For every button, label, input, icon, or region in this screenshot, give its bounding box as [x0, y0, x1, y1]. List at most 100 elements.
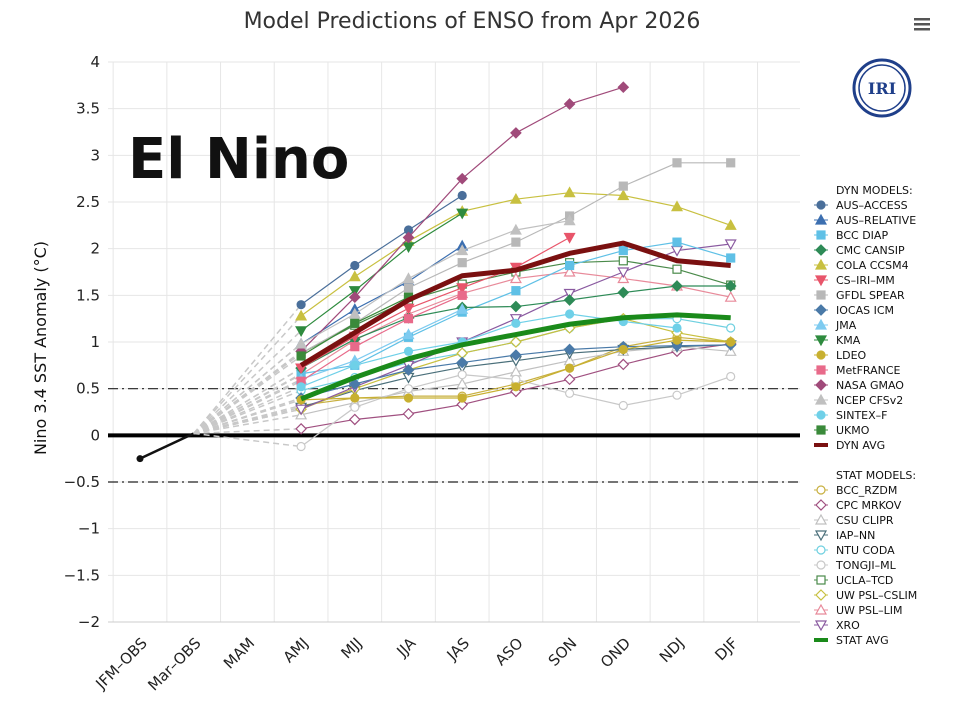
x-tick-label: DJF	[711, 634, 741, 664]
line-aus-relative	[300, 245, 463, 345]
legend-item-gfdl-spear[interactable]: GFDL SPEAR	[814, 289, 905, 302]
y-axis-ticks: 4 3.5 3 2.5 2 1.5 1 0.5 0 −0.5 −1 −1.5 −2	[64, 53, 100, 631]
point-ucla-tcd	[618, 256, 628, 266]
point-sintex-f	[564, 309, 575, 319]
legend-item-ntu-coda[interactable]: NTU CODA	[814, 544, 895, 557]
legend-swatch	[816, 560, 826, 570]
legend-swatch	[814, 258, 828, 270]
legend-label: TONGJI–ML	[835, 559, 897, 572]
point-nasa-gmao	[348, 291, 361, 304]
point-cola-ccsm4	[295, 309, 308, 321]
x-tick-label: JJA	[393, 634, 420, 661]
legend-label: STAT AVG	[836, 634, 889, 647]
connector-cs-iri-mm	[193, 367, 302, 435]
chart-menu-button[interactable]	[912, 14, 932, 34]
legend-item-jma[interactable]: JMA	[814, 318, 857, 332]
point-cmc-cansip	[724, 280, 737, 292]
legend-label: AUS–ACCESS	[836, 199, 908, 212]
legend-item-bcc-diap[interactable]: BCC DIAP	[814, 229, 888, 242]
legend-item-iocas-icm[interactable]: IOCAS ICM	[814, 304, 894, 317]
series-dyn-avg	[299, 240, 731, 368]
legend-swatch	[815, 379, 827, 391]
legend-item-metfrance[interactable]: MetFRANCE	[814, 364, 901, 377]
legend-item-aus-access[interactable]: AUS–ACCESS	[814, 199, 908, 212]
legend-item-bcc-rzdm[interactable]: BCC_RZDM	[814, 484, 897, 497]
legend-swatch	[814, 318, 828, 330]
legend-swatch	[816, 410, 826, 420]
point-cola-ccsm4	[348, 270, 361, 282]
point-cola-ccsm4	[670, 200, 684, 212]
legend-item-ukmo[interactable]: UKMO	[814, 424, 870, 437]
y-axis-label: Nino 3.4 SST Anomaly (°C)	[31, 241, 50, 455]
legend-item-ncep-cfsv2[interactable]: NCEP CFSv2	[814, 393, 903, 407]
line-jma	[300, 308, 463, 380]
point-jma	[402, 328, 415, 340]
legend-item-ucla-tcd[interactable]: UCLA–TCD	[814, 574, 893, 587]
legend-item-cmc-cansip[interactable]: CMC CANSIP	[814, 244, 905, 257]
grid	[108, 61, 800, 623]
x-tick-label: NDJ	[656, 634, 688, 666]
x-tick-label: ASO	[492, 634, 527, 669]
connector-uw-psl-lim	[193, 374, 302, 435]
point-bcc-diap	[672, 237, 682, 247]
point-kma	[295, 326, 308, 338]
point-tongji-ml	[672, 390, 682, 400]
legend-swatch	[815, 499, 827, 511]
point-ncep-cfsv2	[563, 214, 576, 226]
legend-item-cpc-mrkov[interactable]: CPC MRKOV	[814, 499, 902, 512]
legend-item-stat-avg[interactable]: STAT AVG	[814, 634, 889, 647]
legend-label: IAP–NN	[836, 529, 875, 542]
point-gfdl-spear	[726, 158, 736, 168]
legend-item-uw-psl-lim[interactable]: UW PSL–LIM	[814, 603, 903, 617]
legend-item-aus-relative[interactable]: AUS–RELATIVE	[814, 213, 916, 227]
point-cpc-mrkov	[402, 408, 415, 420]
y-tick-label: 2	[90, 240, 100, 258]
legend-swatch	[814, 393, 828, 405]
point-bcc-diap	[618, 245, 628, 256]
legend-item-iap-nn[interactable]: IAP–NN	[814, 529, 875, 542]
series-iocas-icm	[295, 338, 737, 404]
legend-item-xro[interactable]: XRO	[814, 619, 860, 632]
point-nasa-gmao	[456, 172, 469, 185]
legend-item-ldeo[interactable]: LDEO	[814, 349, 867, 362]
point-metfrance	[403, 314, 414, 324]
legend-item-tongji-ml[interactable]: TONGJI–ML	[814, 559, 897, 572]
point-tongji-ml	[296, 441, 306, 452]
legend-label: CS–IRI–MM	[836, 274, 895, 287]
point-tongji-ml	[726, 371, 736, 382]
point-cola-ccsm4	[509, 192, 522, 204]
legend-item-cs-iri-mm[interactable]: CS–IRI–MM	[814, 274, 895, 287]
legend-item-csu-clipr[interactable]: CSU CLIPR	[814, 513, 894, 527]
legend-item-kma[interactable]: KMA	[814, 334, 861, 347]
point-tongji-ml	[350, 402, 360, 412]
point-uw-psl-lim	[509, 272, 522, 284]
point-ldeo	[403, 393, 414, 403]
legend-item-uw-psl-cslim[interactable]: UW PSL–CSLIM	[814, 589, 917, 602]
point-xro	[295, 404, 308, 416]
point-tongji-ml	[403, 384, 414, 394]
connector-iap-nn	[193, 406, 302, 435]
legend-item-cola-ccsm4[interactable]: COLA CCSM4	[814, 258, 909, 272]
legend-item-sintex-f[interactable]: SINTEX–F	[814, 409, 888, 422]
y-tick-label: 0.5	[76, 380, 100, 398]
point-ncep-cfsv2	[402, 272, 415, 284]
legend-label: NTU CODA	[836, 544, 895, 557]
legend-label: XRO	[836, 619, 860, 632]
legend-item-nasa-gmao[interactable]: NASA GMAO	[814, 379, 904, 392]
line-cs-iri-mm	[300, 236, 570, 369]
legend-label: AUS–RELATIVE	[836, 214, 916, 227]
connector-ncep-cfsv2	[193, 343, 302, 435]
point-uw-psl-lim	[563, 265, 576, 277]
legend-item-dyn-avg[interactable]: DYN AVG	[814, 439, 885, 452]
point-iocas-icm	[402, 364, 415, 376]
point-uw-psl-lim	[724, 290, 737, 302]
series	[136, 81, 737, 463]
point-ldeo	[511, 382, 521, 392]
y-tick-label: −0.5	[64, 473, 100, 491]
point-cpc-mrkov	[348, 413, 361, 426]
legend-swatch	[816, 290, 826, 300]
y-tick-label: −1	[78, 520, 100, 538]
legend-swatch	[814, 530, 828, 542]
legend-label: MetFRANCE	[836, 364, 901, 377]
y-tick-label: 2.5	[76, 193, 100, 211]
